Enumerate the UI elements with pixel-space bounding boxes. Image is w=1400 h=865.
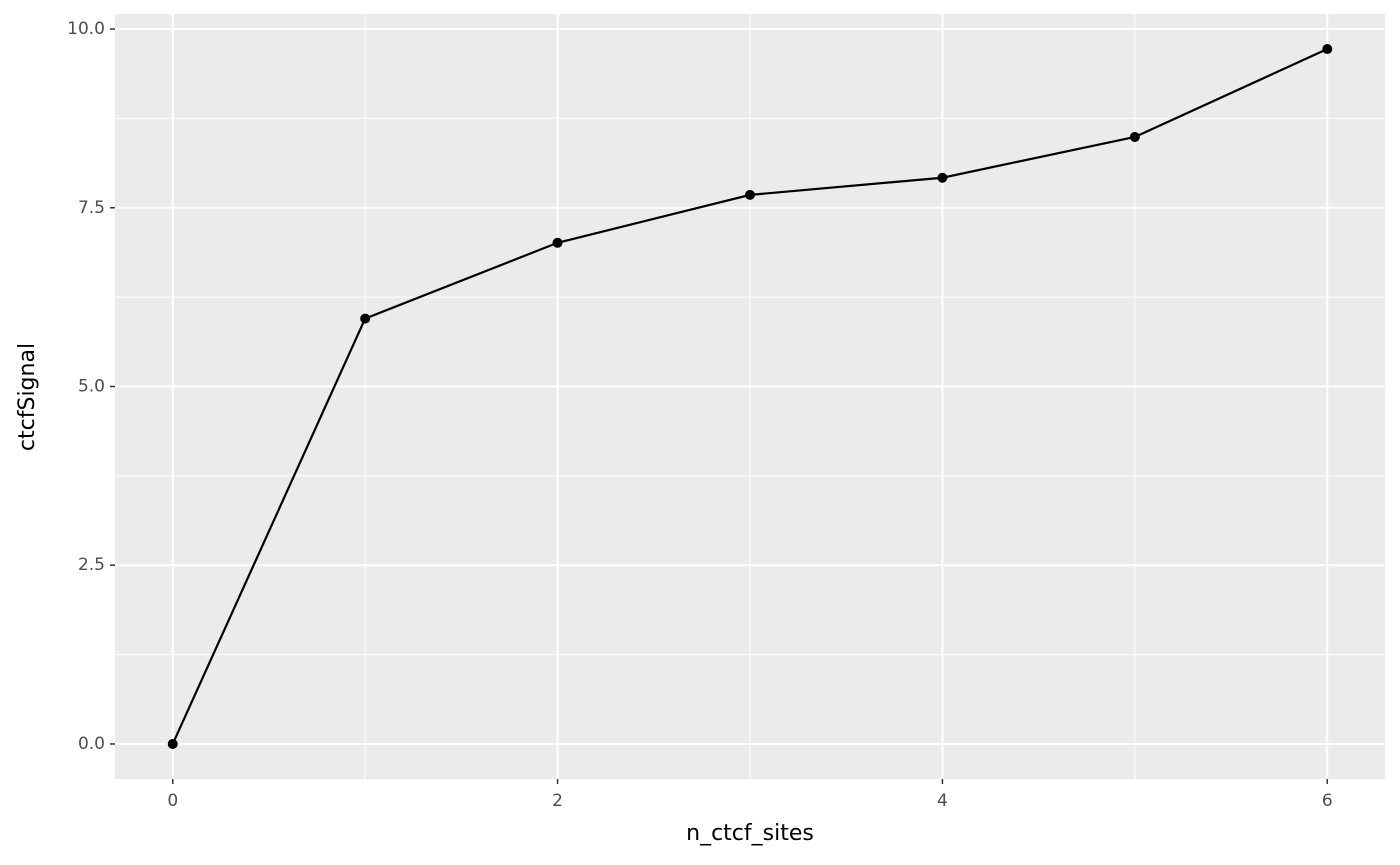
- y-axis-title: ctcfSignal: [15, 343, 40, 451]
- point: [167, 738, 178, 749]
- x-tick-label: 0: [167, 791, 178, 811]
- point: [937, 172, 948, 183]
- y-tick-label: 7.5: [78, 198, 105, 218]
- x-tick-label: 2: [552, 791, 563, 811]
- y-tick-label: 5.0: [78, 376, 105, 396]
- x-axis-title: n_ctcf_sites: [686, 821, 814, 846]
- point: [745, 189, 755, 200]
- point: [552, 237, 563, 248]
- y-tick-label: 2.5: [78, 555, 105, 575]
- point: [1129, 131, 1140, 142]
- point: [1322, 44, 1333, 55]
- x-tick-label: 6: [1322, 791, 1333, 811]
- y-tick-label: 10.0: [67, 19, 105, 39]
- point: [360, 313, 371, 324]
- x-tick-label: 4: [937, 791, 948, 811]
- y-tick-label: 0.0: [78, 734, 105, 754]
